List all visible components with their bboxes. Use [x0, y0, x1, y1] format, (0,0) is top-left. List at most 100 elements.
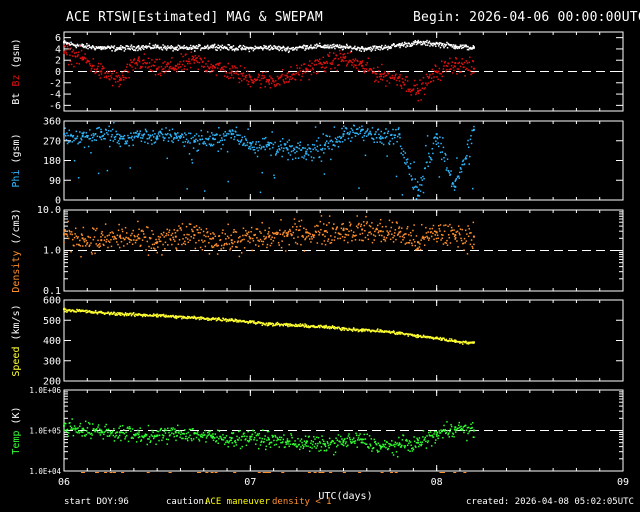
data-point	[186, 62, 189, 65]
data-point	[435, 140, 437, 142]
data-point	[354, 135, 357, 137]
data-point	[325, 224, 328, 226]
data-point	[453, 189, 456, 191]
data-point	[409, 162, 412, 165]
data-point	[100, 70, 103, 73]
data-point	[224, 318, 227, 321]
data-point	[199, 49, 202, 51]
data-point	[80, 255, 82, 258]
data-point	[344, 442, 347, 445]
data-point	[200, 58, 202, 61]
data-point	[386, 71, 389, 74]
data-point	[419, 441, 422, 444]
data-point	[70, 63, 73, 66]
data-point	[435, 433, 438, 436]
data-point	[291, 49, 294, 51]
data-point	[337, 136, 339, 138]
data-point	[463, 61, 466, 64]
data-point	[358, 63, 361, 66]
data-point	[297, 71, 299, 73]
data-point	[286, 72, 289, 75]
data-point	[227, 180, 229, 183]
data-point	[324, 46, 327, 49]
data-point	[239, 141, 242, 143]
data-point	[123, 313, 125, 316]
data-point	[289, 325, 291, 327]
data-point	[314, 230, 317, 233]
data-point	[450, 185, 453, 188]
data-point	[65, 139, 68, 141]
data-point	[234, 439, 236, 442]
data-point	[303, 227, 305, 230]
data-point	[413, 161, 415, 163]
data-point	[162, 139, 165, 142]
data-point	[158, 238, 160, 240]
data-point	[458, 421, 461, 424]
data-point	[193, 141, 195, 143]
data-point	[230, 74, 233, 76]
density-flag-mark	[442, 472, 446, 473]
data-point	[260, 147, 262, 150]
data-point	[121, 71, 123, 74]
data-point	[305, 441, 308, 444]
data-point	[331, 239, 333, 241]
data-point	[450, 68, 452, 70]
data-point	[385, 135, 388, 138]
data-point	[112, 140, 115, 142]
data-point	[267, 430, 270, 433]
data-point	[395, 45, 398, 47]
data-point	[406, 158, 409, 160]
data-point	[355, 49, 358, 51]
data-point	[309, 148, 312, 150]
data-point	[131, 428, 134, 430]
data-point	[96, 431, 99, 433]
data-point	[205, 144, 208, 147]
data-point	[344, 233, 347, 236]
data-point	[418, 437, 421, 439]
data-point	[215, 74, 218, 76]
data-point	[345, 46, 347, 49]
y-tick-label: 90	[49, 176, 61, 187]
data-point	[160, 74, 162, 77]
data-point	[331, 140, 334, 143]
data-point	[293, 218, 296, 220]
ace-maneuver-note: ACE maneuver	[205, 497, 271, 507]
y-axis-label-part: Temp	[11, 431, 22, 455]
data-point	[335, 45, 338, 48]
data-point	[157, 316, 159, 318]
data-point	[223, 45, 226, 48]
data-point	[159, 236, 161, 238]
y-tick-label: 300	[43, 356, 61, 367]
data-point	[144, 315, 147, 318]
data-point	[288, 445, 290, 448]
data-point	[440, 429, 442, 431]
data-point	[230, 437, 233, 440]
data-point	[355, 225, 358, 228]
data-point	[101, 234, 104, 236]
data-point	[365, 222, 368, 225]
data-point	[447, 433, 449, 436]
data-point	[77, 176, 80, 179]
data-point	[382, 73, 384, 75]
density-flag-mark	[112, 472, 116, 473]
data-point	[96, 127, 98, 130]
data-point	[435, 237, 438, 240]
data-point	[310, 69, 312, 71]
data-point	[180, 53, 183, 55]
data-point	[314, 60, 316, 62]
data-point	[404, 152, 407, 154]
data-point	[89, 64, 92, 67]
data-point	[289, 440, 291, 442]
data-point	[187, 60, 190, 63]
data-point	[403, 41, 406, 44]
data-point	[321, 325, 323, 328]
data-point	[453, 428, 456, 431]
data-point	[298, 147, 300, 150]
data-point	[298, 324, 300, 327]
data-point	[220, 67, 222, 70]
data-point	[286, 438, 289, 440]
data-point	[377, 66, 379, 69]
data-point	[211, 245, 213, 247]
data-point	[460, 71, 462, 73]
